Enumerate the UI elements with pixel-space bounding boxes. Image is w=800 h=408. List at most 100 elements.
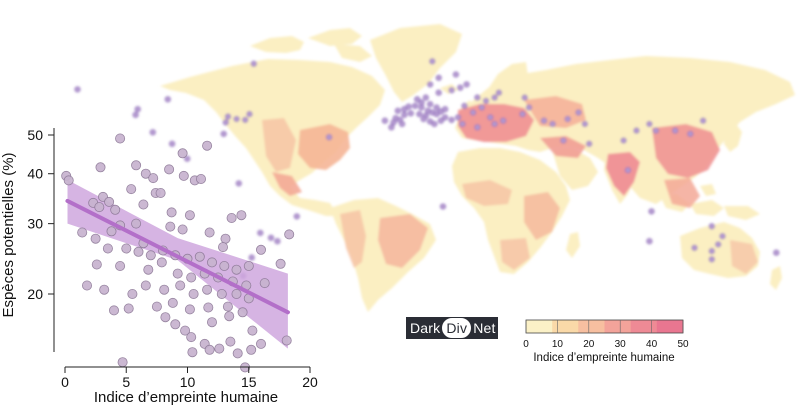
data-point	[255, 338, 266, 349]
footprint-north-america-east	[298, 124, 350, 170]
y-axis-ticks: 20 30 40 50	[27, 127, 54, 302]
data-point	[232, 348, 243, 359]
site-marker	[525, 104, 533, 111]
footprint-north-america-west	[262, 118, 296, 172]
data-point	[204, 344, 215, 355]
site-marker	[633, 127, 640, 134]
madagascar-landmass	[566, 232, 580, 258]
site-marker	[134, 106, 141, 113]
data-point	[95, 162, 106, 173]
data-point	[165, 221, 176, 232]
site-marker	[394, 107, 401, 114]
map-footprint-highlights	[262, 96, 758, 274]
data-point	[140, 168, 151, 179]
data-point	[202, 284, 213, 295]
site-marker	[422, 94, 429, 101]
data-point	[151, 301, 162, 312]
site-marker	[672, 127, 679, 134]
site-marker	[405, 103, 412, 110]
site-marker	[519, 111, 526, 118]
site-marker	[418, 99, 425, 106]
study-sites	[74, 58, 780, 279]
data-point	[110, 204, 121, 215]
site-marker	[433, 104, 440, 111]
colorbar-tick-label: 20	[583, 339, 595, 350]
data-point	[156, 257, 167, 268]
site-marker	[459, 120, 466, 128]
site-marker	[491, 120, 498, 128]
africa-landmass	[452, 148, 570, 274]
southeast-asia-islands	[660, 184, 760, 220]
site-marker	[620, 137, 627, 144]
site-marker	[257, 229, 264, 236]
site-marker	[575, 109, 582, 116]
site-marker	[274, 238, 281, 245]
x-tick-label: 10	[180, 374, 196, 390]
footprint-china	[652, 124, 720, 178]
site-marker	[470, 109, 477, 116]
site-marker	[715, 241, 722, 248]
colorbar-tick-label: 30	[615, 339, 627, 350]
site-marker	[773, 249, 780, 256]
colorbar-cell	[604, 320, 632, 333]
site-marker	[487, 114, 494, 121]
site-marker	[500, 117, 507, 124]
site-marker	[624, 167, 631, 174]
arctic-islands	[250, 28, 372, 62]
footprint-india	[606, 152, 640, 196]
site-marker	[652, 127, 659, 134]
regression-line	[65, 198, 290, 315]
site-marker	[437, 117, 444, 124]
colorbar-tick-label: 40	[646, 339, 658, 350]
site-marker	[564, 115, 571, 123]
data-point	[216, 288, 227, 299]
colorbar-cell	[526, 320, 553, 333]
data-point	[284, 229, 295, 240]
site-marker	[224, 113, 232, 120]
site-marker	[222, 119, 229, 126]
site-marker	[708, 256, 715, 263]
data-point	[217, 242, 228, 253]
data-point	[164, 164, 175, 175]
footprint-south-america-east	[378, 214, 428, 268]
footprint-south-america-west	[340, 210, 366, 268]
site-marker	[457, 84, 464, 91]
x-axis-label: Indice d’empreinte humaine	[94, 389, 278, 406]
logo-text-dark: Dark	[410, 320, 441, 336]
footprint-mexico	[272, 172, 302, 196]
data-point	[177, 224, 188, 235]
site-marker	[246, 111, 253, 118]
site-marker	[646, 120, 653, 128]
data-point	[219, 260, 230, 271]
data-point	[133, 246, 144, 257]
site-marker	[427, 81, 434, 88]
data-point	[166, 207, 177, 218]
site-marker	[381, 117, 388, 124]
colorbar-ticks: 0 10 20 30 40 50	[523, 320, 689, 350]
data-point	[281, 335, 292, 346]
data-point	[220, 233, 231, 244]
data-point	[206, 317, 217, 328]
data-point	[94, 202, 105, 213]
data-point	[224, 311, 235, 322]
site-marker	[442, 114, 449, 121]
colorbar-title: Indice d’empreinte humaine	[533, 352, 674, 364]
site-marker	[646, 238, 653, 245]
site-marker	[448, 116, 455, 123]
site-marker	[435, 89, 442, 96]
data-point	[148, 173, 159, 184]
data-point	[131, 218, 142, 229]
site-marker	[687, 130, 694, 137]
data-point	[172, 268, 183, 279]
site-marker	[416, 111, 423, 118]
site-marker	[149, 129, 156, 136]
footprint-southeast-asia	[664, 178, 700, 208]
colorbar-cell	[578, 320, 605, 333]
footprint-africa-west	[462, 180, 512, 206]
colorbar-cell	[656, 320, 684, 333]
site-marker	[388, 124, 395, 131]
x-tick-label: 20	[302, 374, 318, 390]
data-point	[231, 288, 242, 299]
data-point	[117, 357, 128, 368]
y-tick-label: 50	[27, 127, 43, 143]
